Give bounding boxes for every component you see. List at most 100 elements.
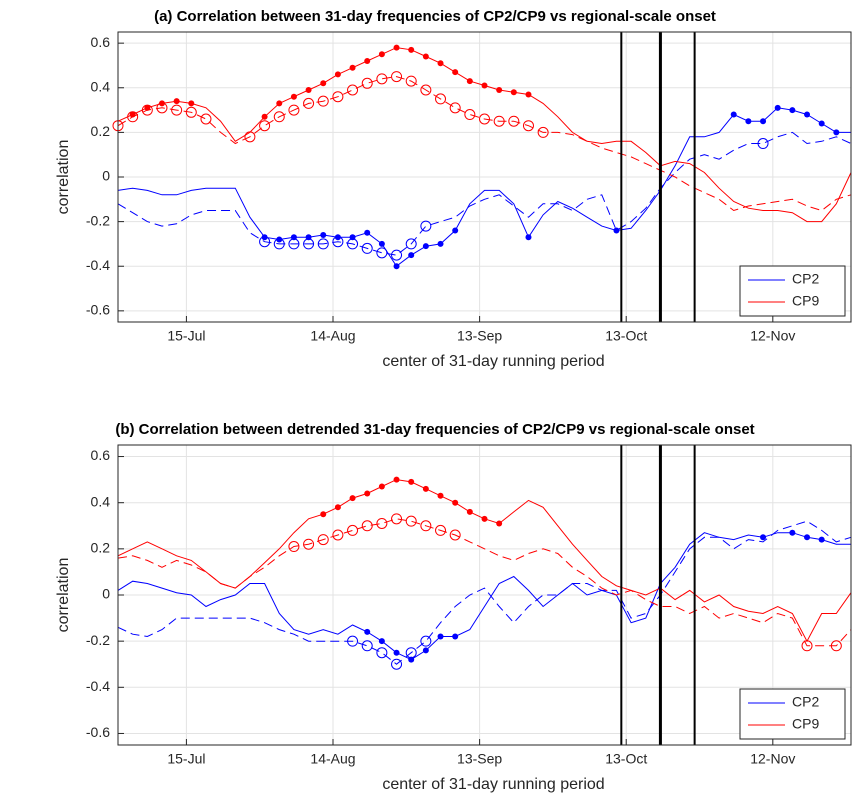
filled-marker	[408, 252, 415, 259]
open-marker	[332, 529, 344, 541]
open-marker	[376, 247, 388, 259]
filled-marker	[334, 504, 341, 511]
filled-marker	[349, 64, 356, 71]
y-axis-label: correlation	[55, 558, 72, 633]
open-marker	[449, 529, 461, 541]
open-marker	[288, 104, 300, 116]
filled-marker	[364, 490, 371, 497]
open-marker	[391, 249, 403, 261]
x-tick-label: 15-Jul	[167, 751, 205, 767]
y-tick-label: 0	[102, 586, 110, 602]
filled-marker	[613, 227, 620, 234]
open-marker	[830, 640, 842, 652]
open-marker	[391, 658, 403, 670]
open-marker	[420, 520, 432, 532]
open-marker	[522, 120, 534, 132]
filled-marker	[261, 234, 268, 241]
filled-marker	[525, 234, 532, 241]
line	[117, 107, 851, 267]
filled-marker	[804, 111, 811, 118]
filled-marker	[481, 515, 488, 522]
filled-marker	[393, 263, 400, 270]
open-marker	[361, 520, 373, 532]
open-marker	[303, 97, 315, 109]
filled-marker	[466, 78, 473, 85]
open-marker	[288, 541, 300, 553]
filled-marker	[320, 511, 327, 518]
open-marker	[244, 131, 256, 143]
open-marker	[405, 515, 417, 527]
filled-marker	[804, 534, 811, 541]
filled-marker	[378, 483, 385, 490]
filled-marker	[276, 236, 283, 243]
filled-marker	[393, 476, 400, 483]
open-marker	[757, 138, 769, 150]
dashed-line	[117, 520, 852, 665]
filled-marker	[305, 87, 312, 93]
filled-marker	[422, 53, 429, 60]
filled-marker	[158, 100, 165, 107]
filled-marker	[437, 633, 444, 640]
y-tick-label: -0.2	[86, 632, 110, 648]
open-marker	[376, 647, 388, 659]
y-tick-label: -0.6	[86, 724, 110, 740]
open-marker	[347, 635, 359, 647]
filled-marker	[144, 104, 151, 111]
open-marker	[493, 115, 505, 127]
y-tick-label: 0.2	[91, 540, 111, 556]
filled-marker	[349, 234, 356, 241]
filled-marker	[334, 234, 341, 241]
filled-marker	[452, 69, 459, 76]
legend-box	[739, 688, 846, 740]
filled-marker	[305, 234, 312, 241]
open-marker	[420, 635, 432, 647]
filled-marker	[364, 58, 371, 64]
open-marker	[801, 640, 813, 652]
open-marker	[303, 538, 315, 550]
open-marker	[185, 106, 197, 118]
y-tick-label: 0.2	[91, 123, 111, 139]
filled-marker	[437, 60, 444, 67]
chart-title: (a) Correlation between 31-day frequenci…	[154, 8, 716, 25]
open-marker	[537, 126, 549, 138]
open-marker	[420, 220, 432, 232]
filled-marker	[290, 93, 297, 100]
x-tick-label: 13-Oct	[605, 328, 647, 344]
open-marker	[259, 120, 271, 132]
open-marker	[405, 75, 417, 87]
filled-marker	[525, 91, 532, 98]
filled-marker	[188, 100, 195, 107]
y-tick-label: -0.4	[86, 678, 110, 694]
open-marker	[347, 524, 359, 536]
x-tick-label: 13-Sep	[457, 328, 502, 344]
filled-marker	[378, 638, 385, 645]
filled-marker	[760, 118, 767, 125]
open-marker	[317, 238, 329, 250]
panel: 0.6 0.4 0.2 0 -0.2 -0.4 -0.6 15-Jul 14-Aug 13-Sep…	[55, 421, 852, 793]
open-marker	[347, 84, 359, 96]
filled-marker	[510, 89, 517, 96]
legend-label: CP9	[792, 293, 819, 309]
filled-marker	[173, 98, 180, 105]
y-tick-label: -0.4	[86, 257, 110, 273]
legend-label: CP2	[792, 694, 819, 710]
filled-marker	[452, 633, 459, 640]
filled-marker	[422, 485, 429, 492]
open-marker	[435, 93, 447, 105]
dashed-line	[117, 131, 852, 256]
filled-marker	[422, 243, 429, 250]
x-tick-label: 14-Aug	[310, 751, 355, 767]
y-tick-label: -0.6	[86, 302, 110, 318]
open-marker	[376, 517, 388, 529]
filled-marker	[364, 628, 371, 635]
x-tick-label: 15-Jul	[167, 328, 205, 344]
filled-marker	[481, 82, 488, 89]
filled-marker	[408, 46, 415, 53]
x-tick-label: 12-Nov	[750, 328, 795, 344]
y-tick-label: -0.2	[86, 212, 110, 228]
filled-marker	[437, 240, 444, 247]
legend-label: CP9	[792, 716, 819, 732]
filled-marker	[290, 234, 297, 241]
y-tick-label: 0.4	[91, 493, 111, 509]
